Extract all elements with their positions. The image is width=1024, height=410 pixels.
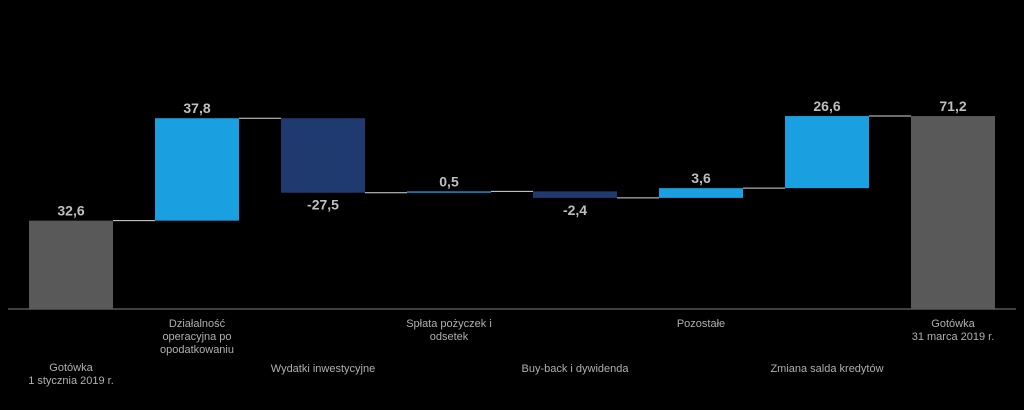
category-label: Spłata pożyczek i odsetek xyxy=(406,318,492,343)
category-label: Buy-back i dywidenda xyxy=(521,363,629,375)
value-label: 3,6 xyxy=(691,170,711,186)
category-label: Działalność operacyjna po opodatkowaniu xyxy=(159,318,234,356)
category-label: Gotówka 1 stycznia 2019 r. xyxy=(28,362,114,387)
value-label: 26,6 xyxy=(813,98,840,114)
value-label: 32,6 xyxy=(57,203,84,219)
category-label: Pozostałe xyxy=(676,318,726,330)
value-label: 37,8 xyxy=(183,100,210,116)
value-label: -2,4 xyxy=(563,202,587,218)
category-label: Wydatki inwestycyjne xyxy=(270,363,376,375)
category-label: Gotówka 31 marca 2019 r. xyxy=(911,318,995,343)
bar xyxy=(281,118,365,193)
bar xyxy=(911,116,995,309)
category-label: Zmiana salda kredytów xyxy=(770,363,884,375)
value-label: -27,5 xyxy=(307,197,339,213)
bar xyxy=(407,191,491,193)
bar xyxy=(155,118,239,221)
bar xyxy=(659,188,743,198)
bar xyxy=(785,116,869,189)
bar xyxy=(533,191,617,198)
value-label: 0,5 xyxy=(439,173,459,189)
bar xyxy=(29,220,113,309)
value-label: 71,2 xyxy=(939,98,966,114)
